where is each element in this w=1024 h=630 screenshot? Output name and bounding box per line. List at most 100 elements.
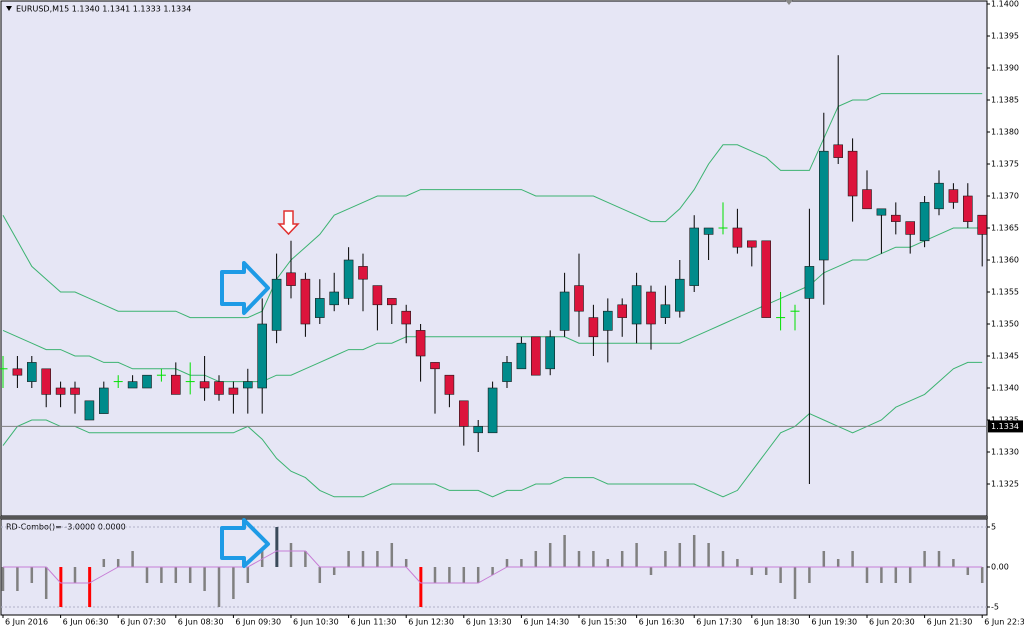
candle-body [862, 189, 872, 210]
candle-body [761, 240, 772, 318]
histogram-bar [707, 543, 710, 567]
blue-arrow [220, 518, 270, 568]
y-tick-label: 1.1330 [991, 448, 1019, 457]
current-price-box [988, 420, 1023, 433]
histogram-bar [188, 567, 192, 583]
y-tick-label: 1.1375 [991, 160, 1019, 169]
x-tick-label: 6 Jun 11:30 [351, 618, 397, 627]
y-tick-label: 1.1370 [991, 192, 1019, 201]
histogram-bar [376, 551, 379, 567]
candle-body [545, 336, 556, 370]
candle-body [142, 374, 152, 389]
candle-body [271, 278, 282, 331]
y-tick-label: 1.1400 [991, 0, 1019, 9]
y-tick-label: 1.1385 [991, 96, 1019, 105]
candle-body [962, 195, 973, 222]
y-tick-label: 1.1340 [991, 384, 1019, 393]
candle-body [890, 214, 901, 222]
candle-body [300, 278, 311, 325]
y-tick-label: 1.1380 [991, 128, 1019, 137]
y-tick-label: 1.1390 [991, 64, 1019, 73]
candle-body [372, 285, 383, 306]
histogram-bar [318, 567, 322, 583]
histogram-bar [102, 559, 106, 567]
candle-body [732, 227, 743, 248]
candle-body [530, 336, 541, 376]
x-tick-label: 6 Jun 19:30 [811, 618, 857, 627]
y-tick-label: 1.1360 [991, 256, 1019, 265]
candle-body [444, 374, 455, 395]
candle-body [343, 259, 354, 299]
histogram-bar [246, 567, 250, 583]
histogram-bar [404, 559, 408, 567]
y-tick-label: 1.1325 [991, 480, 1019, 489]
chart-title: EURUSD,M15 1.1340 1.1341 1.1333 1.1334 [16, 5, 191, 14]
histogram-bar [433, 567, 437, 583]
histogram-bar [160, 567, 163, 583]
histogram-bar [606, 559, 610, 567]
y-tick-label: 1.1395 [991, 32, 1019, 41]
candle-body [631, 285, 642, 325]
y-tick-label: 0.00 [991, 563, 1009, 572]
y-tick-label: 1.1345 [991, 352, 1019, 361]
candle-body [516, 342, 527, 370]
histogram-bar [577, 551, 581, 567]
candle-body [487, 387, 498, 434]
candle-body [934, 182, 944, 210]
histogram-bar [736, 559, 739, 567]
histogram-bar [30, 567, 34, 583]
menu-triangle[interactable] [6, 6, 12, 11]
price-pane [0, 0, 988, 517]
histogram-bar [174, 567, 178, 583]
histogram-bar [520, 559, 523, 567]
signal-line [3, 550, 983, 584]
histogram-bar [620, 551, 624, 567]
x-tick-label: 6 Jun 18:30 [754, 618, 800, 627]
histogram-bar [347, 551, 350, 567]
histogram-bar [217, 567, 221, 607]
histogram-bar [476, 567, 480, 583]
histogram-bar [980, 567, 984, 583]
histogram-bar [548, 543, 552, 567]
histogram-bar [73, 567, 77, 583]
histogram-bar [966, 567, 970, 575]
y-tick-label: 1.1335 [991, 416, 1019, 425]
x-tick-label: 6 Jun 10:30 [293, 618, 339, 627]
x-tick-label: 6 Jun 16:30 [639, 618, 685, 627]
x-tick-label: 6 Jun 17:30 [696, 618, 742, 627]
histogram-bar [779, 567, 782, 583]
histogram-bar [332, 567, 336, 575]
y-tick-label: 1.1355 [991, 288, 1019, 297]
candle-body [617, 304, 628, 318]
x-tick-label: 6 Jun 08:30 [178, 618, 224, 627]
candle-body [588, 317, 599, 338]
candle-body [26, 362, 37, 382]
candle-body [99, 387, 109, 414]
histogram-bar [1, 567, 5, 591]
shift-marker [785, 0, 793, 5]
candle-body [746, 240, 757, 248]
candle-body [199, 381, 210, 389]
histogram-bar [59, 567, 63, 607]
candle-body [257, 323, 268, 389]
histogram-bar [678, 543, 682, 567]
candle-body [430, 362, 440, 370]
histogram-bar [851, 551, 854, 567]
histogram-bar [145, 567, 149, 583]
candle-body [458, 400, 469, 427]
bollinger-band [2, 93, 983, 319]
x-tick-label: 6 Jun 06:30 [63, 618, 109, 627]
candle-body [804, 266, 815, 299]
histogram-bar [822, 551, 826, 567]
histogram-bar [232, 567, 235, 599]
candle-body [415, 330, 426, 357]
histogram-bar [505, 559, 509, 567]
candle-body [559, 291, 570, 331]
histogram-bar [721, 551, 725, 567]
candle-body [646, 291, 656, 325]
candle-body [977, 214, 988, 235]
candle-body [502, 362, 512, 382]
histogram-bar [937, 551, 941, 567]
candle-body [243, 381, 253, 389]
candle-body [171, 374, 181, 395]
